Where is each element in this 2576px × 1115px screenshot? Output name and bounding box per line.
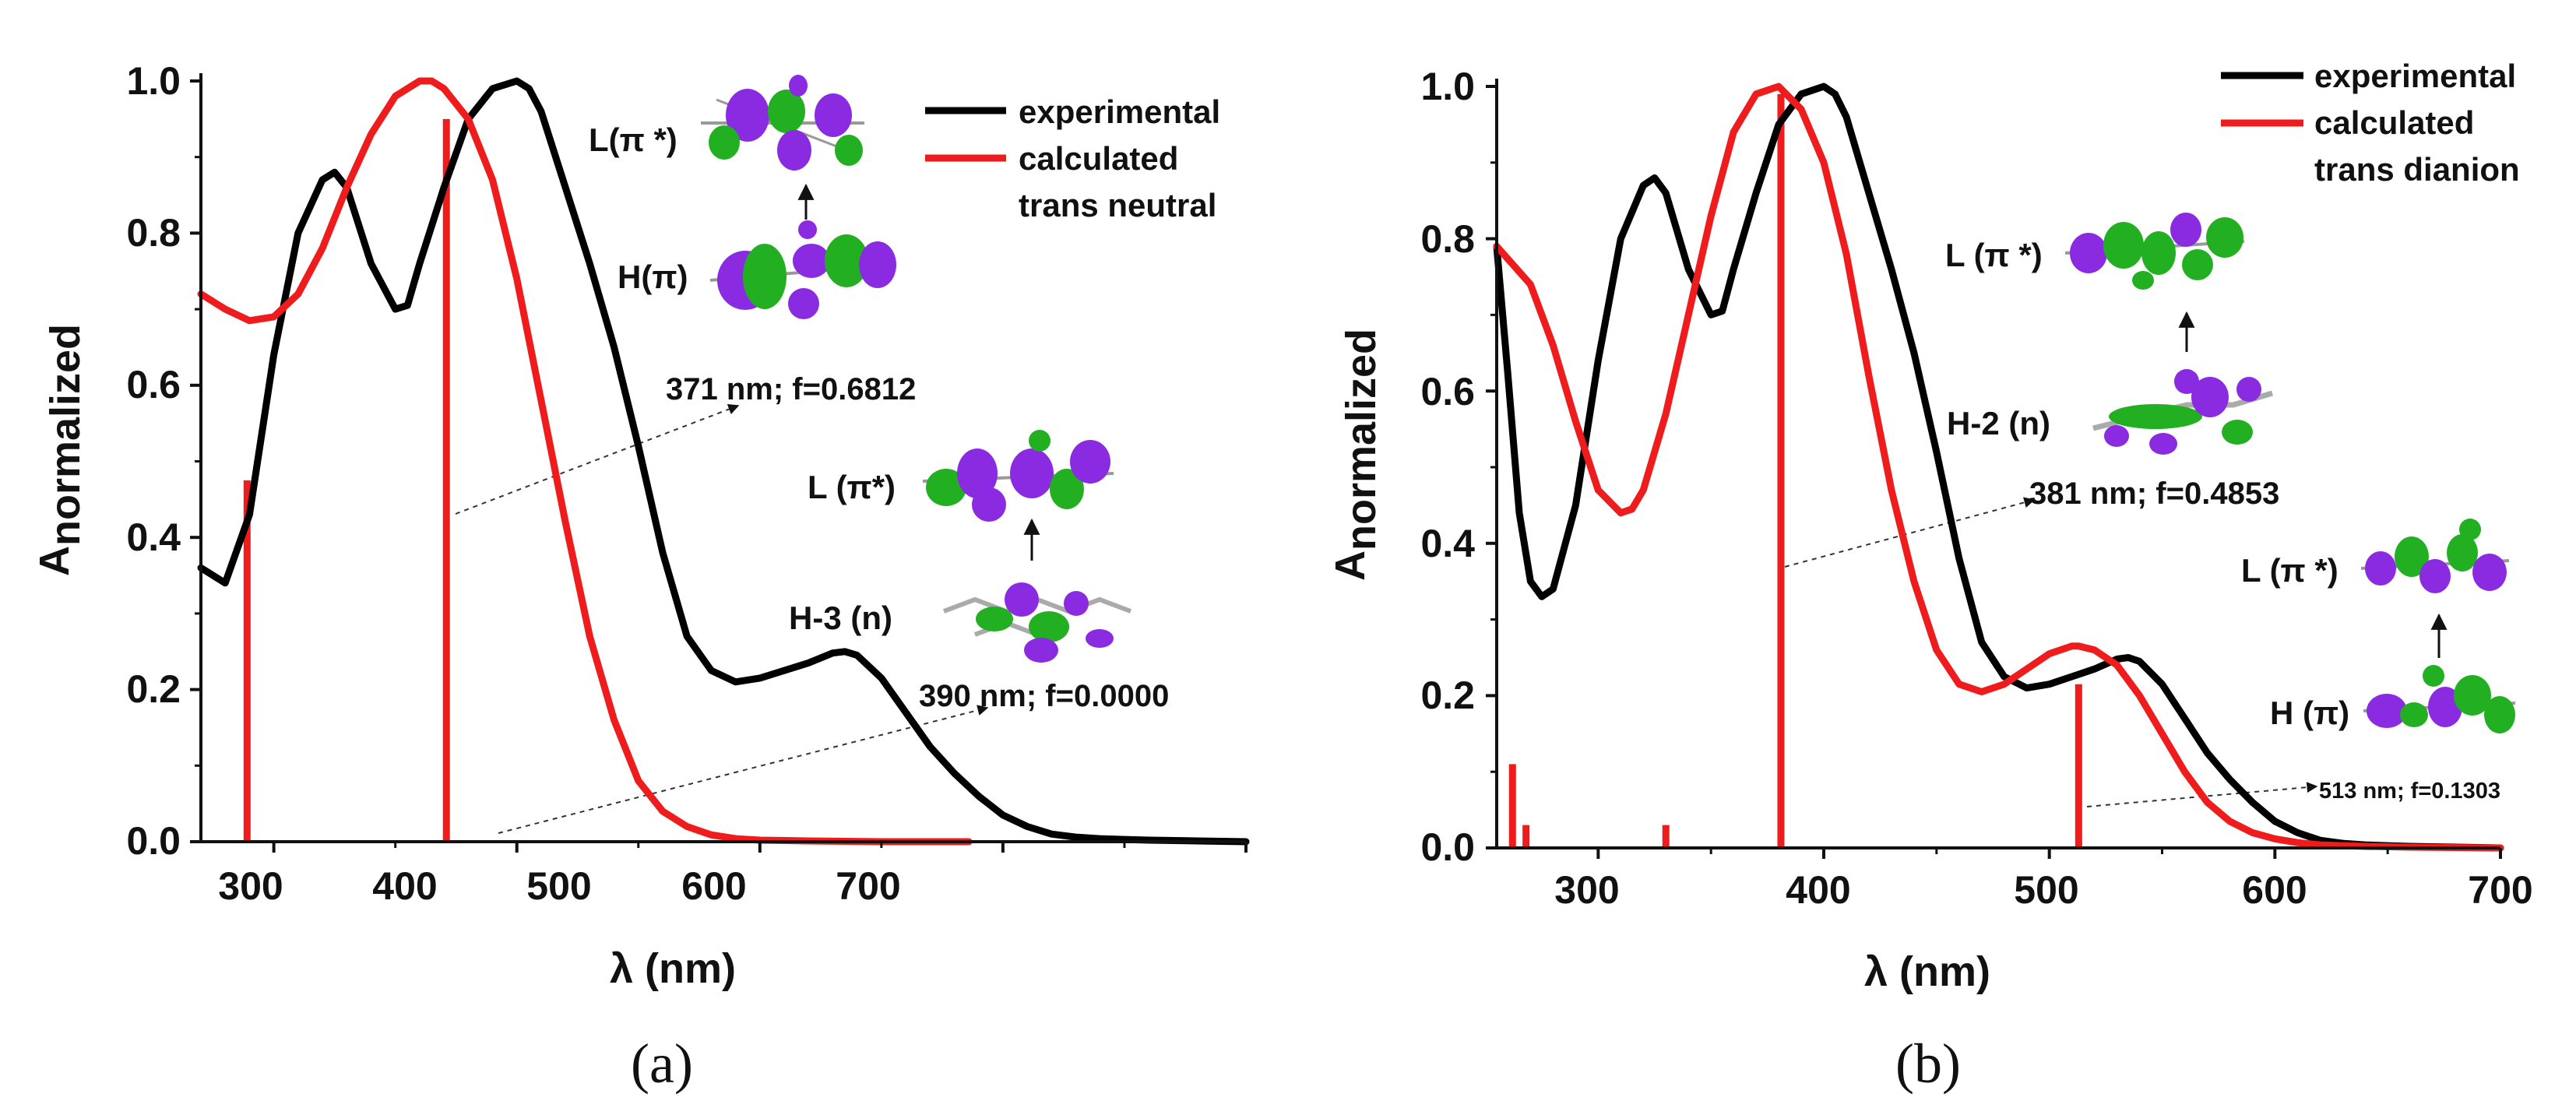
y-tick-label: 0.0 [1420,825,1475,869]
orbital-label-homo: H-3 (n) [789,600,892,636]
y-tick-label: 0.0 [126,819,181,863]
x-tick-label: 700 [836,864,900,908]
x-axis-title-b: λ (nm) [1864,948,1990,995]
x-tick-label: 500 [526,864,591,908]
transition-annotation-b2: 513 nm; f=0.1303 [2086,779,2500,807]
orbital-image [2064,213,2245,290]
chart-panel-b: 0.0 0.2 0.4 0.6 0.8 1.0 300 400 500 600 … [1327,58,2533,1095]
y-tick-label: 0.8 [126,211,181,255]
x-tick-label: 300 [218,864,283,908]
y-tick-label: 1.0 [1420,65,1475,108]
y-axis-title-sub: normalized [42,324,89,546]
orbital-image [709,220,896,319]
y-tick-labels-b: 0.0 0.2 0.4 0.6 0.8 1.0 [1420,65,1475,869]
x-tick-labels-b: 300 400 500 600 700 [1554,868,2532,912]
x-tick-label: 500 [2014,868,2078,912]
orbital-label-lumo: L(π *) [589,121,677,158]
legend-label-species: trans neutral [1019,187,1216,223]
orbital-image [2092,369,2274,455]
series-line-calculated [197,77,973,846]
orbital-image [942,582,1132,663]
y-axis-title-main: A [1327,550,1374,581]
y-tick-label: 0.8 [1420,217,1475,261]
y-tick-label: 0.2 [126,667,181,711]
orbital-image [701,75,864,171]
y-axis-title-a: Anormalized [31,324,89,576]
orbital-image [2363,665,2516,733]
y-tick-label: 1.0 [126,59,181,103]
x-tick-labels-a: 300 400 500 600 700 [218,864,900,908]
y-tick-label: 0.4 [126,515,181,559]
annotation-label: 381 nm; f=0.4853 [2029,477,2279,511]
orbital-label-homo: H (π) [2270,695,2349,731]
orbital-image [922,430,1114,522]
transition-annotation-b1: 381 nm; f=0.4853 [1784,477,2279,568]
annotation-arrow [1784,497,2036,568]
annotation-label: 371 nm; f=0.6812 [666,372,916,406]
chart-panel-a: 0.0 0.2 0.4 0.6 0.8 1.0 300 400 500 600 … [31,59,1220,1095]
y-tick-label: 0.4 [1420,522,1475,565]
orbital-label-homo: H-2 (n) [1947,405,2050,441]
orbital-group-a-upper: L(π *) H(π) [589,75,896,319]
y-tick-label: 0.2 [1420,674,1475,717]
legend-label-calculated: calculated [1019,140,1178,177]
panel-label-a: (a) [631,1032,693,1095]
plot-area-a [190,73,1250,853]
panel-label-b: (b) [1895,1032,1961,1095]
legend-label-species: trans dianion [2314,151,2520,188]
legend-b: experimental calculated trans dianion [2221,58,2520,188]
annotation-arrow [498,705,989,834]
series-line-experimental [197,77,1250,846]
legend-a: experimental calculated trans neutral [925,93,1220,223]
x-axis-title-a: λ (nm) [610,945,736,992]
y-tick-label: 0.6 [126,363,181,406]
legend-label-experimental: experimental [2314,58,2516,94]
orbital-label-homo: H(π) [618,259,688,295]
orbital-group-b-lower: L (π *) H (π) [2241,519,2516,733]
series-line-calculated [1493,83,2504,852]
annotation-label: 513 nm; f=0.1303 [2319,779,2500,804]
orbital-label-lumo: L (π*) [808,469,896,505]
legend-label-calculated: calculated [2314,104,2474,141]
x-tick-label: 600 [2242,868,2307,912]
legend-label-experimental: experimental [1019,93,1220,130]
orbital-group-a-lower: L (π*) H-3 (n) [789,430,1132,663]
series-line-experimental [1493,83,2504,852]
x-tick-label: 400 [372,864,437,908]
y-axis-title-b: Anormalized [1327,329,1385,581]
y-axis-title-sub: normalized [1338,329,1385,550]
transition-annotation-a1: 371 nm; f=0.6812 [455,372,916,515]
orbital-label-lumo: L (π *) [2241,552,2338,589]
orbital-group-b-upper: L (π *) H-2 (n) [1945,213,2274,455]
y-tick-label: 0.6 [1420,370,1475,413]
x-tick-label: 600 [681,864,746,908]
y-axis-title-main: A [31,546,78,576]
x-tick-label: 700 [2468,868,2532,912]
x-tick-label: 400 [1786,868,1850,912]
orbital-image [2360,519,2510,593]
y-tick-labels-a: 0.0 0.2 0.4 0.6 0.8 1.0 [126,59,181,863]
orbital-label-lumo: L (π *) [1945,237,2043,273]
annotation-arrow [455,403,740,515]
transition-annotation-a2: 390 nm; f=0.0000 [498,679,1169,834]
plot-area-b [1486,79,2504,859]
annotation-label: 390 nm; f=0.0000 [919,679,1169,713]
x-tick-label: 300 [1554,868,1619,912]
